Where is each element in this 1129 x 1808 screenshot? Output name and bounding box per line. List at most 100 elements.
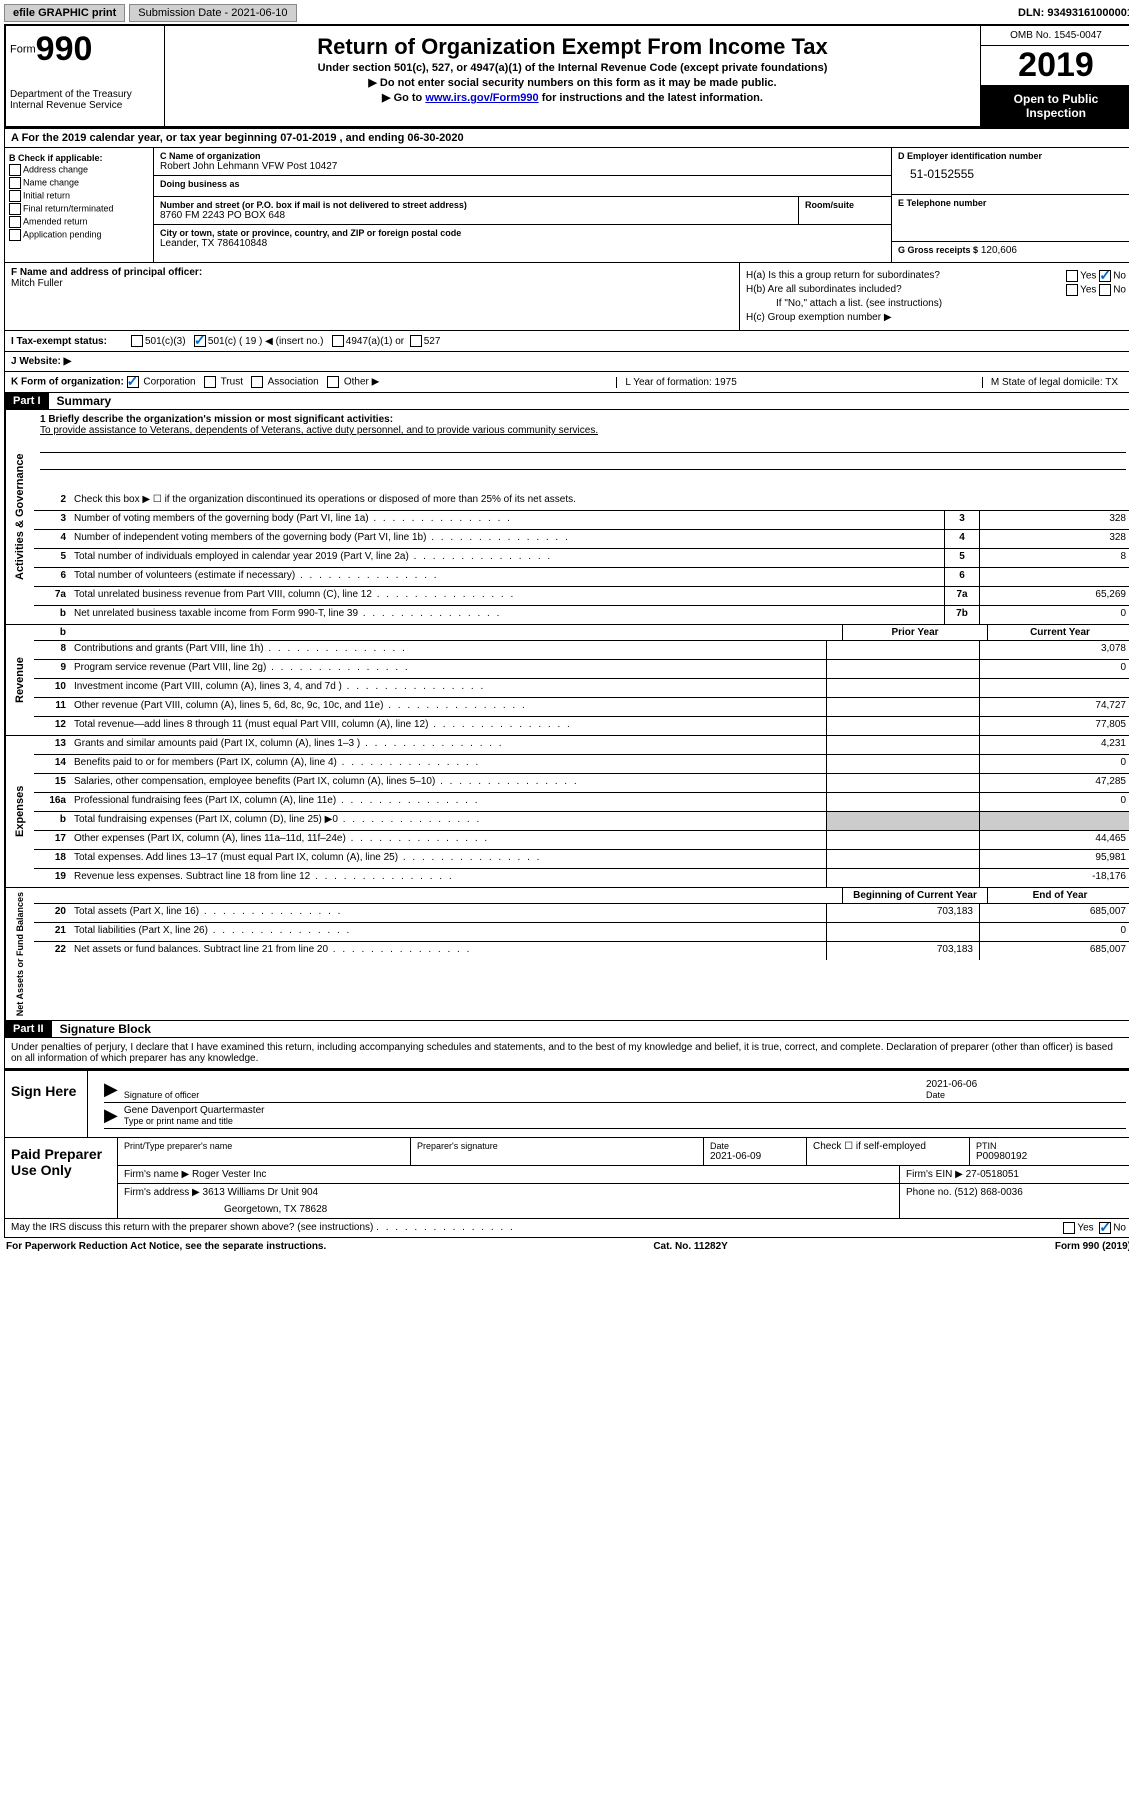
col-b-checkboxes: B Check if applicable: Address change Na… <box>5 148 154 262</box>
tax-year: 2019 <box>981 46 1129 86</box>
expense-line: 15Salaries, other compensation, employee… <box>34 774 1129 793</box>
expense-line: bTotal fundraising expenses (Part IX, co… <box>34 812 1129 831</box>
prep-name-label: Print/Type preparer's name <box>124 1141 404 1151</box>
part2-title: Signature Block <box>52 1022 151 1036</box>
summary-line: 7aTotal unrelated business revenue from … <box>34 587 1129 606</box>
summary-line: 6Total number of volunteers (estimate if… <box>34 568 1129 587</box>
cb-501c[interactable] <box>194 335 206 347</box>
org-name: Robert John Lehmann VFW Post 10427 <box>160 161 885 172</box>
efile-print-button[interactable]: efile GRAPHIC print <box>4 4 125 22</box>
part2-label: Part II <box>5 1021 52 1037</box>
cb-501c3[interactable] <box>131 335 143 347</box>
opt-501c3: 501(c)(3) <box>145 336 186 347</box>
expense-line: 19Revenue less expenses. Subtract line 1… <box>34 869 1129 887</box>
prior-year-header: Prior Year <box>842 625 987 640</box>
cb-4947[interactable] <box>332 335 344 347</box>
side-governance: Activities & Governance <box>5 410 34 624</box>
phone-value: (512) 868-0036 <box>954 1187 1022 1198</box>
summary-line: bNet unrelated business taxable income f… <box>34 606 1129 624</box>
mission-label: 1 Briefly describe the organization's mi… <box>40 414 1126 425</box>
note-goto-pre: ▶ Go to <box>382 92 425 104</box>
ha-label: H(a) Is this a group return for subordin… <box>746 270 940 281</box>
cb-527[interactable] <box>410 335 422 347</box>
discuss-text: May the IRS discuss this return with the… <box>11 1222 373 1233</box>
street-value: 8760 FM 2243 PO BOX 648 <box>160 210 792 221</box>
form-title: Return of Organization Exempt From Incom… <box>171 34 974 60</box>
part2-header-row: Part II Signature Block <box>4 1021 1129 1038</box>
expense-line: 18Total expenses. Add lines 13–17 (must … <box>34 850 1129 869</box>
form-subtitle: Under section 501(c), 527, or 4947(a)(1)… <box>171 62 974 74</box>
form-number: 990 <box>36 30 93 68</box>
paperwork-notice: For Paperwork Reduction Act Notice, see … <box>6 1241 326 1252</box>
col-b-title: B Check if applicable: <box>9 153 149 163</box>
gross-value: 120,606 <box>981 245 1017 256</box>
cb-hb-yes[interactable] <box>1066 284 1078 296</box>
cb-assoc[interactable] <box>251 376 263 388</box>
section-revenue: Revenue b Prior Year Current Year 8Contr… <box>4 625 1129 736</box>
cb-address-change[interactable] <box>9 164 21 176</box>
cb-initial-return[interactable] <box>9 190 21 202</box>
opt-corp: Corporation <box>143 377 195 388</box>
omb-number: OMB No. 1545-0047 <box>981 26 1129 46</box>
opt-trust: Trust <box>221 377 243 388</box>
firm-ein: 27-0518051 <box>966 1169 1019 1180</box>
cb-discuss-yes[interactable] <box>1063 1222 1075 1234</box>
officer-label: F Name and address of principal officer: <box>11 267 733 278</box>
summary-line: 3Number of voting members of the governi… <box>34 511 1129 530</box>
firm-addr-label: Firm's address ▶ <box>124 1187 200 1198</box>
sig-date: 2021-06-06 <box>926 1079 1126 1090</box>
irs-link[interactable]: www.irs.gov/Form990 <box>425 92 538 104</box>
cb-discuss-no[interactable] <box>1099 1222 1111 1234</box>
ein-label: D Employer identification number <box>898 151 1126 161</box>
row-k: K Form of organization: Corporation Trus… <box>4 372 1129 393</box>
lbl-name-change: Name change <box>23 177 79 187</box>
lbl-address-change: Address change <box>23 164 88 174</box>
cat-no: Cat. No. 11282Y <box>653 1241 727 1252</box>
sig-date-label: Date <box>926 1090 1126 1100</box>
form-label: Form <box>10 43 36 55</box>
summary-line: 5Total number of individuals employed in… <box>34 549 1129 568</box>
note-ssn: ▶ Do not enter social security numbers o… <box>171 76 974 89</box>
cb-corp[interactable] <box>127 376 139 388</box>
summary-line: 4Number of independent voting members of… <box>34 530 1129 549</box>
sig-name: Gene Davenport Quartermaster <box>124 1105 1126 1116</box>
net-assets-line: 22Net assets or fund balances. Subtract … <box>34 942 1129 960</box>
year-formation: L Year of formation: 1975 <box>616 377 744 388</box>
state-domicile: M State of legal domicile: TX <box>982 377 1126 388</box>
cb-app-pending[interactable] <box>9 229 21 241</box>
row-a-tax-year: A For the 2019 calendar year, or tax yea… <box>4 129 1129 148</box>
city-value: Leander, TX 786410848 <box>160 238 885 249</box>
sig-name-label: Type or print name and title <box>124 1116 1126 1126</box>
prep-self-employed: Check ☐ if self-employed <box>807 1138 970 1165</box>
firm-ein-label: Firm's EIN ▶ <box>906 1169 963 1180</box>
expense-line: 17Other expenses (Part IX, column (A), l… <box>34 831 1129 850</box>
hb-note: If "No," attach a list. (see instruction… <box>746 298 1126 309</box>
row-j-website: J Website: ▶ <box>4 352 1129 372</box>
cb-final-return[interactable] <box>9 203 21 215</box>
cb-ha-no[interactable] <box>1099 270 1111 282</box>
tel-label: E Telephone number <box>898 198 1126 208</box>
opt-other: Other ▶ <box>344 377 379 388</box>
cb-other[interactable] <box>327 376 339 388</box>
room-label: Room/suite <box>805 200 885 210</box>
cb-ha-yes[interactable] <box>1066 270 1078 282</box>
form-org-label: K Form of organization: <box>11 377 124 388</box>
net-assets-line: 20Total assets (Part X, line 16)703,1836… <box>34 904 1129 923</box>
org-name-label: C Name of organization <box>160 151 885 161</box>
row-fh: F Name and address of principal officer:… <box>4 263 1129 331</box>
street-label: Number and street (or P.O. box if mail i… <box>160 200 792 210</box>
cb-name-change[interactable] <box>9 177 21 189</box>
form-ref: Form 990 (2019) <box>1055 1241 1129 1252</box>
cb-amended[interactable] <box>9 216 21 228</box>
revenue-line: 12Total revenue—add lines 8 through 11 (… <box>34 717 1129 735</box>
note-goto-post: for instructions and the latest informat… <box>539 92 763 104</box>
ein-value: 51-0152555 <box>898 161 1126 181</box>
paid-preparer-label: Paid Preparer Use Only <box>5 1138 118 1218</box>
revenue-line: 10Investment income (Part VIII, column (… <box>34 679 1129 698</box>
cb-hb-no[interactable] <box>1099 284 1111 296</box>
expense-line: 16aProfessional fundraising fees (Part I… <box>34 793 1129 812</box>
prep-date-label: Date <box>710 1141 800 1151</box>
sign-here-label: Sign Here <box>5 1071 88 1137</box>
cb-trust[interactable] <box>204 376 216 388</box>
part1-label: Part I <box>5 393 49 409</box>
